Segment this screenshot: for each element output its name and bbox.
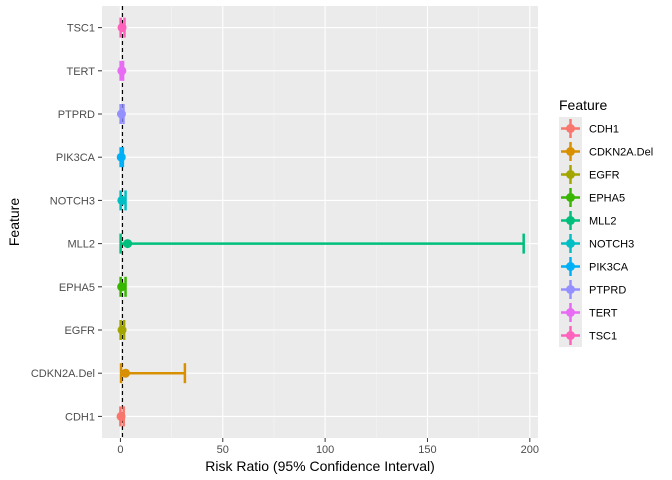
- legend-key-point: [566, 331, 575, 340]
- x-axis-title: Risk Ratio (95% Confidence Interval): [205, 458, 435, 474]
- legend-item-egfr: EGFR: [559, 163, 620, 186]
- legend-item-epha5: EPHA5: [559, 186, 625, 209]
- legend-key-point: [566, 262, 575, 271]
- legend-item-ptprd: PTPRD: [559, 278, 626, 301]
- point-estimate: [117, 23, 127, 33]
- y-tick-label: CDKN2A.Del: [31, 368, 95, 380]
- y-tick-label: PIK3CA: [56, 152, 96, 164]
- legend-key-point: [566, 170, 575, 179]
- point-estimate: [117, 66, 127, 76]
- y-tick-label: TERT: [66, 66, 95, 78]
- legend-key-point: [566, 308, 575, 317]
- legend: Feature CDH1 CDKN2A.Del EGFR EPHA5 MLL2 NOTCH…: [559, 97, 653, 347]
- legend-key-point: [566, 193, 575, 202]
- y-tick-label: TSC1: [67, 23, 95, 35]
- y-tick-label: CDH1: [65, 411, 95, 423]
- legend-label: PTPRD: [589, 285, 626, 297]
- error-bar-tsc1: [117, 17, 127, 38]
- error-bars: [116, 17, 525, 427]
- legend-item-cdkn2a-del: CDKN2A.Del: [559, 140, 653, 163]
- legend-item-tsc1: TSC1: [559, 324, 617, 347]
- legend-key-point: [566, 147, 575, 156]
- x-tick-label: 50: [217, 444, 229, 456]
- grid-lines: [102, 6, 538, 438]
- y-axis-title: Feature: [6, 198, 22, 246]
- legend-label: MLL2: [589, 216, 617, 228]
- y-axis: CDH1 CDKN2A.Del EGFR EPHA5 MLL2 NOTCH3 PIK3CA P…: [31, 23, 102, 423]
- y-tick-label: PTPRD: [58, 109, 95, 121]
- legend-label: PIK3CA: [589, 262, 629, 274]
- x-axis: 0 50 100 150 200: [117, 438, 539, 456]
- legend-label: EGFR: [589, 170, 620, 182]
- x-tick-label: 0: [117, 444, 123, 456]
- error-bar-ptprd: [116, 104, 126, 124]
- legend-label: NOTCH3: [589, 239, 634, 251]
- x-tick-label: 150: [418, 444, 436, 456]
- legend-items: CDH1 CDKN2A.Del EGFR EPHA5 MLL2 NOTCH3 PIK3CA P…: [559, 117, 653, 347]
- y-tick-label: NOTCH3: [50, 195, 95, 207]
- legend-item-tert: TERT: [559, 301, 618, 324]
- legend-key-point: [566, 124, 575, 133]
- legend-key-point: [566, 216, 575, 225]
- error-bar-notch3: [117, 190, 127, 211]
- legend-label: CDKN2A.Del: [589, 147, 653, 159]
- error-bar-epha5: [117, 276, 127, 297]
- legend-item-pik3ca: PIK3CA: [559, 255, 629, 278]
- error-bar-cdkn2a-del: [119, 363, 187, 384]
- y-tick-label: EGFR: [64, 325, 95, 337]
- legend-item-cdh1: CDH1: [559, 117, 619, 140]
- legend-label: CDH1: [589, 124, 619, 136]
- legend-label: TSC1: [589, 331, 617, 343]
- point-estimate: [121, 368, 131, 378]
- plot-panel: [102, 6, 538, 438]
- legend-key-point: [566, 285, 575, 294]
- error-bar-egfr: [117, 320, 127, 340]
- point-estimate: [116, 109, 126, 119]
- point-estimate: [123, 239, 133, 249]
- x-tick-label: 200: [521, 444, 539, 456]
- error-bar-cdh1: [116, 406, 126, 427]
- point-estimate: [117, 195, 127, 205]
- point-estimate: [116, 411, 126, 421]
- legend-label: EPHA5: [589, 193, 625, 205]
- legend-key-point: [566, 239, 575, 248]
- legend-label: TERT: [589, 308, 618, 320]
- error-bar-pik3ca: [116, 147, 126, 168]
- error-bar-tert: [117, 60, 127, 81]
- error-bar-mll2: [119, 233, 525, 254]
- legend-title: Feature: [559, 97, 607, 113]
- point-estimate: [116, 152, 126, 162]
- x-tick-label: 100: [316, 444, 334, 456]
- legend-item-mll2: MLL2: [559, 209, 617, 232]
- point-estimate: [117, 282, 127, 292]
- legend-item-notch3: NOTCH3: [559, 232, 634, 255]
- y-tick-label: EPHA5: [59, 282, 95, 294]
- point-estimate: [117, 325, 127, 335]
- y-tick-label: MLL2: [67, 239, 95, 251]
